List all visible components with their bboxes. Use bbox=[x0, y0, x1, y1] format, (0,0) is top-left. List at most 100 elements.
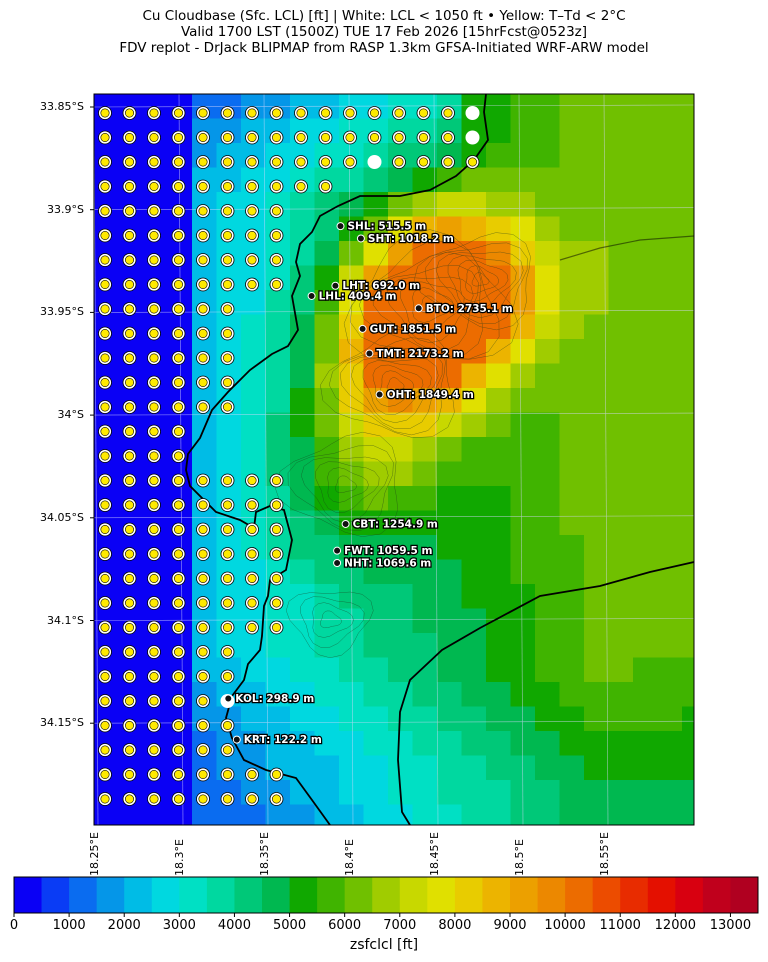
humidity-marker bbox=[223, 353, 233, 363]
field-cell bbox=[657, 363, 683, 389]
field-cell bbox=[412, 535, 438, 560]
field-cell bbox=[633, 143, 658, 168]
field-cell bbox=[437, 535, 462, 560]
humidity-marker bbox=[125, 769, 135, 779]
field-cell bbox=[290, 363, 315, 389]
humidity-marker bbox=[125, 745, 135, 755]
field-cell bbox=[657, 167, 683, 193]
contour-line bbox=[327, 467, 369, 503]
humidity-marker bbox=[271, 549, 281, 559]
field-cell bbox=[461, 216, 487, 242]
map-frame bbox=[93, 93, 695, 826]
field-cell bbox=[559, 535, 585, 560]
field-cell bbox=[290, 486, 315, 511]
humidity-marker bbox=[198, 255, 208, 265]
field-cell bbox=[265, 412, 291, 438]
humidity-marker bbox=[198, 769, 208, 779]
field-cell bbox=[363, 657, 389, 683]
humidity-marker bbox=[198, 720, 208, 730]
graticule-parallel bbox=[94, 618, 694, 621]
field-cell bbox=[559, 706, 585, 732]
colorbar-tick-label: 12000 bbox=[654, 918, 697, 933]
humidity-marker bbox=[174, 549, 184, 559]
humidity-marker bbox=[223, 279, 233, 289]
field-cell bbox=[510, 682, 536, 707]
humidity-marker bbox=[271, 794, 281, 804]
field-cell bbox=[584, 143, 609, 168]
humidity-marker bbox=[296, 108, 306, 118]
humidity-marker bbox=[271, 598, 281, 608]
field-cell bbox=[559, 339, 585, 364]
field-cell bbox=[657, 143, 683, 168]
field-cell bbox=[339, 461, 364, 487]
field-cell bbox=[584, 682, 609, 707]
humidity-marker bbox=[100, 182, 110, 192]
field-cell bbox=[314, 780, 340, 805]
field-cell bbox=[559, 559, 585, 585]
field-cell bbox=[535, 755, 560, 781]
field-cell bbox=[535, 804, 560, 825]
field-cell bbox=[363, 559, 389, 585]
field-cell bbox=[388, 437, 413, 462]
humidity-marker bbox=[174, 720, 184, 730]
field-cell bbox=[437, 339, 462, 364]
graticule-meridian bbox=[263, 94, 269, 825]
colorbar-tick-label: 7000 bbox=[383, 918, 417, 933]
field-cell bbox=[363, 486, 389, 511]
field-cell bbox=[486, 755, 511, 781]
humidity-marker bbox=[296, 157, 306, 167]
graticule-parallel bbox=[94, 515, 694, 519]
field-cell bbox=[657, 118, 683, 144]
field-cell bbox=[290, 657, 315, 683]
field-cell bbox=[290, 608, 315, 634]
colorbar-swatch bbox=[14, 877, 42, 913]
humidity-marker bbox=[198, 794, 208, 804]
field-cell bbox=[682, 804, 694, 825]
humidity-marker bbox=[296, 133, 306, 143]
field-cell bbox=[657, 437, 683, 462]
lat-tick-label: 34°S bbox=[57, 408, 84, 422]
field-cell bbox=[216, 437, 242, 462]
field-cell bbox=[486, 437, 511, 462]
field-cell bbox=[192, 412, 217, 438]
field-cell bbox=[584, 706, 609, 732]
field-cell bbox=[363, 510, 389, 536]
field-cell bbox=[216, 804, 242, 825]
field-cell bbox=[535, 314, 560, 340]
field-cell bbox=[461, 706, 487, 732]
field-cell bbox=[584, 633, 609, 658]
humidity-marker bbox=[149, 304, 159, 314]
field-cell bbox=[388, 731, 413, 756]
field-cell bbox=[559, 94, 585, 119]
field-cell bbox=[265, 657, 291, 683]
colorbar-tick-label: 2000 bbox=[107, 918, 141, 933]
field-cell bbox=[241, 314, 266, 340]
field-cell bbox=[314, 804, 340, 825]
contour-line bbox=[320, 610, 342, 629]
field-cell bbox=[510, 192, 536, 217]
field-cell bbox=[363, 706, 389, 732]
humidity-marker bbox=[198, 133, 208, 143]
field-cell bbox=[559, 412, 585, 438]
field-cell bbox=[535, 437, 560, 462]
field-cell bbox=[608, 731, 634, 756]
humidity-marker bbox=[174, 328, 184, 338]
field-cell bbox=[633, 241, 658, 266]
station-label: BTO: 2735.1 m bbox=[426, 303, 513, 315]
humidity-marker bbox=[271, 108, 281, 118]
field-cell bbox=[241, 682, 266, 707]
field-cell bbox=[363, 265, 389, 291]
field-cell bbox=[388, 535, 413, 560]
humidity-marker bbox=[100, 279, 110, 289]
lat-tick-label: 34.05°S bbox=[40, 510, 84, 524]
humidity-marker bbox=[174, 451, 184, 461]
field-cell bbox=[633, 559, 658, 585]
field-cell bbox=[461, 486, 487, 511]
station-sht bbox=[356, 234, 365, 243]
field-cell bbox=[486, 731, 511, 756]
humidity-marker bbox=[100, 549, 110, 559]
field-cell bbox=[241, 290, 266, 315]
colorbar-swatch bbox=[620, 877, 649, 913]
humidity-marker bbox=[174, 573, 184, 583]
field-cell bbox=[388, 633, 413, 658]
